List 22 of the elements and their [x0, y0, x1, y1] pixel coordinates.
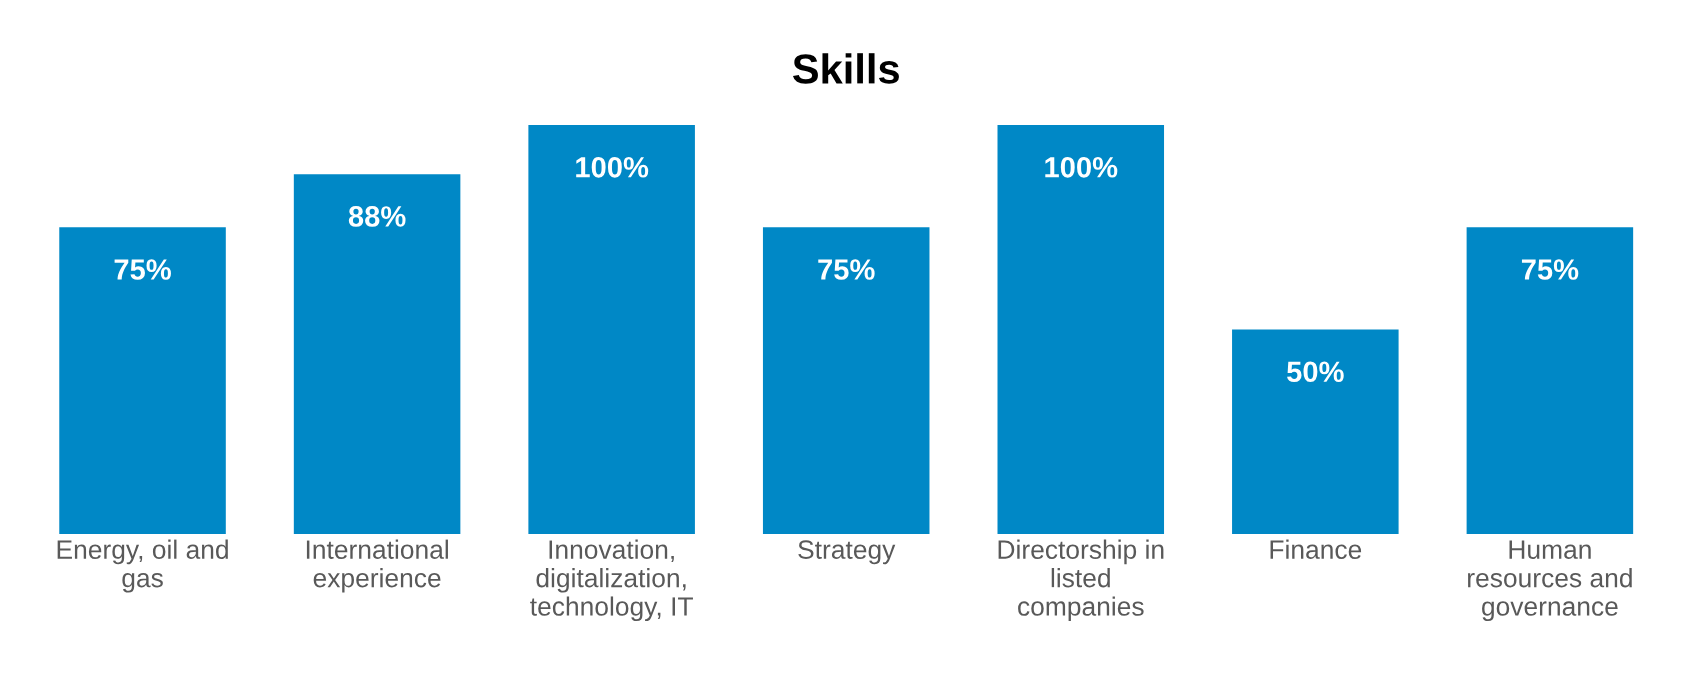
bar [997, 125, 1165, 535]
data-label: 88% [348, 206, 406, 227]
x-tick-label: Energy, oil and gas [57, 539, 228, 593]
data-label: 75% [1521, 259, 1579, 280]
x-tick-label: Innovation, digitalization, technology, IT [530, 539, 693, 622]
chart-title: Skills [792, 53, 899, 84]
bar [59, 227, 226, 535]
data-label: 100% [576, 156, 649, 178]
bar [1232, 329, 1399, 535]
data-label: 75% [114, 259, 171, 280]
data-label: 75% [818, 259, 875, 280]
bar [293, 174, 461, 535]
x-tick-label: International experience [306, 539, 448, 593]
data-label: 50% [1287, 361, 1344, 383]
bar [1466, 227, 1634, 535]
x-tick-label: Strategy [798, 540, 896, 565]
bar [762, 227, 930, 535]
x-tick-label: Finance [1270, 539, 1362, 559]
x-tick-label: Directorship in listed companies [998, 539, 1164, 622]
x-tick-label: Human resources and governance [1468, 540, 1632, 622]
data-label: 100% [1045, 156, 1118, 178]
bar [528, 125, 695, 535]
